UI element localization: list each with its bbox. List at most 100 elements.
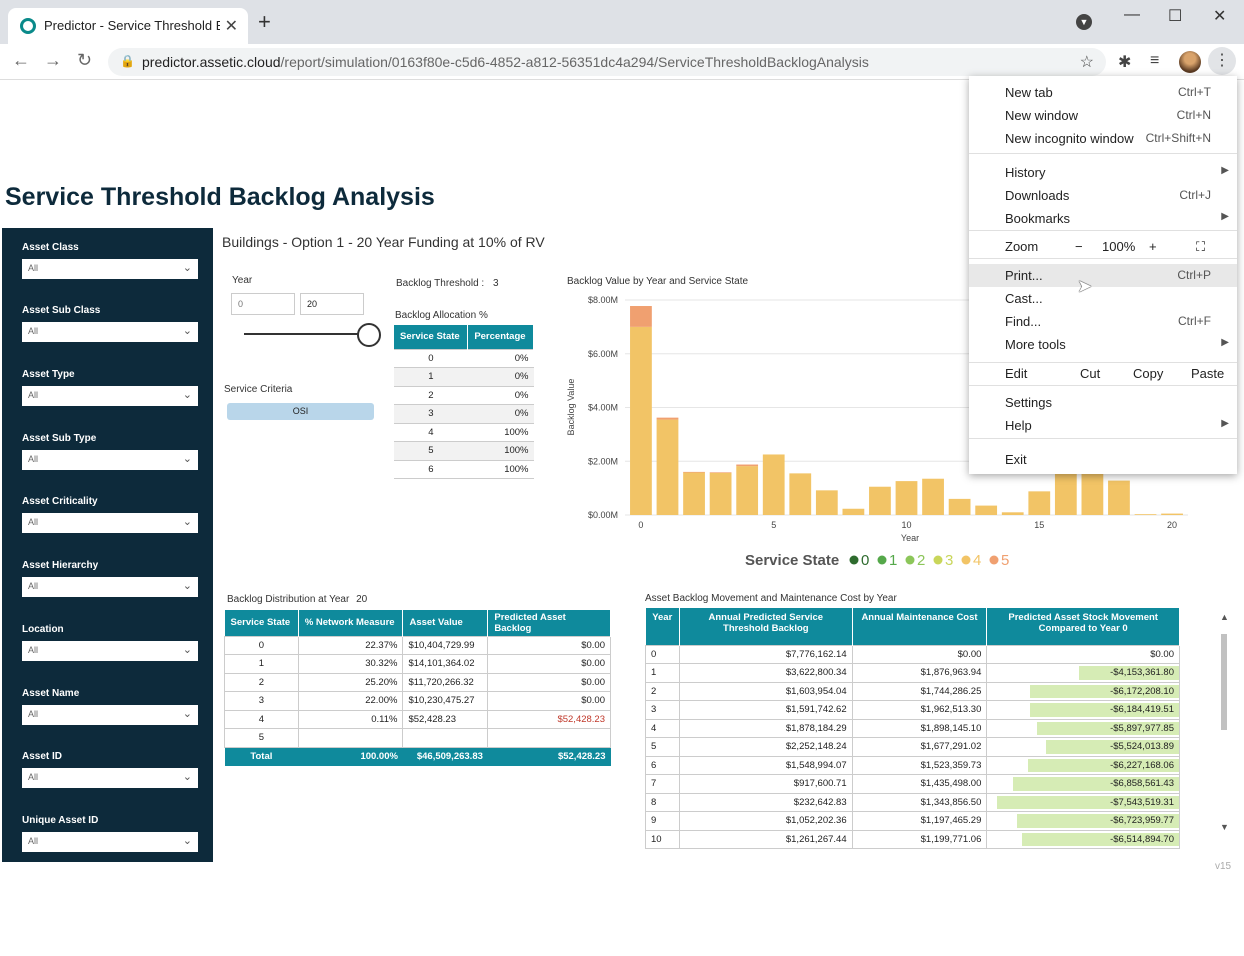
- year-to-input[interactable]: 20: [300, 293, 364, 315]
- osi-button[interactable]: OSI: [227, 403, 374, 420]
- col-header: % Network Measure: [298, 610, 404, 636]
- menu-item-label: Downloads: [1005, 188, 1070, 203]
- minimize-button[interactable]: —: [1124, 6, 1140, 23]
- table-cell: 4: [224, 709, 299, 729]
- menu-item-settings[interactable]: Settings: [969, 391, 1237, 414]
- movement-cell: $0.00: [986, 644, 1180, 664]
- bar-year-9-state-4: [869, 486, 891, 515]
- bookmark-star-icon[interactable]: ☆: [1079, 54, 1094, 71]
- movement-databar: [1078, 666, 1179, 680]
- filter-select[interactable]: All ⌄: [22, 259, 198, 279]
- service-state-cell: 6: [394, 459, 468, 479]
- percentage-cell: 0%: [467, 367, 534, 387]
- filter-select[interactable]: All ⌄: [22, 705, 198, 725]
- bar-year-0-state-5: [630, 306, 652, 327]
- address-bar[interactable]: 🔒 predictor.assetic.cloud/report/simulat…: [108, 48, 1106, 76]
- menu-item-history[interactable]: History ▶: [969, 161, 1237, 184]
- extensions-icon[interactable]: ✱: [1118, 54, 1132, 71]
- table-cell: $52,428.23: [487, 709, 611, 729]
- total-cell: 100.00%: [298, 747, 403, 766]
- backlog-threshold: Backlog Threshold : 3: [396, 278, 499, 289]
- scrollbar-thumb[interactable]: [1221, 634, 1227, 730]
- table-cell: 22.37%: [297, 635, 404, 655]
- filter-select[interactable]: All ⌄: [22, 513, 198, 533]
- maintenance-cell: $1,876,963.94: [851, 663, 988, 683]
- chart-legend: Service State 0 1 2 3 4 5: [745, 552, 1009, 569]
- table-cell: 25.20%: [297, 672, 404, 692]
- media-queue-icon[interactable]: ≡: [1150, 52, 1160, 69]
- x-tick-label: 0: [638, 520, 643, 530]
- filter-select[interactable]: All ⌄: [22, 450, 198, 470]
- menu-item-new-incognito-window[interactable]: New incognito window Ctrl+Shift+N: [969, 127, 1237, 150]
- col-header: Asset Value: [402, 610, 489, 636]
- y-tick-label: $8.00M: [588, 295, 618, 305]
- lock-icon: 🔒: [120, 54, 135, 68]
- table-row: 6 100%: [394, 459, 534, 479]
- menu-item-help[interactable]: Help ▶: [969, 414, 1237, 437]
- zoom-in-button[interactable]: +: [1149, 239, 1157, 254]
- bar-year-4-state-5: [736, 464, 759, 467]
- movement-value: -$6,184,419.51: [1110, 704, 1174, 716]
- filter-select[interactable]: All ⌄: [22, 768, 198, 788]
- distribution-year: 20: [356, 594, 368, 605]
- filter-label: Asset Type: [22, 369, 75, 380]
- movement-databar: [1046, 740, 1179, 754]
- filter-select[interactable]: All ⌄: [22, 832, 198, 852]
- zoom-out-button[interactable]: −: [1075, 239, 1083, 254]
- y-tick-label: $2.00M: [588, 456, 618, 466]
- scroll-up-icon[interactable]: ▲: [1220, 612, 1229, 622]
- menu-item-new-window[interactable]: New window Ctrl+N: [969, 104, 1237, 127]
- filter-select[interactable]: All ⌄: [22, 577, 198, 597]
- maximize-button[interactable]: ☐: [1168, 8, 1183, 25]
- menu-item-print[interactable]: Print... Ctrl+P: [969, 264, 1237, 287]
- menu-item-label: New window: [1005, 108, 1078, 123]
- profile-menu-icon[interactable]: ▼: [1076, 14, 1092, 30]
- submenu-arrow-icon: ▶: [1221, 165, 1229, 176]
- forward-arrow-icon[interactable]: →: [44, 50, 62, 70]
- scroll-down-icon[interactable]: ▼: [1220, 822, 1229, 832]
- legend-label: 1: [889, 552, 897, 569]
- table-row: 0 $7,776,162.14 $0.00 $0.00: [645, 644, 1180, 664]
- movement-databar: [1013, 777, 1179, 791]
- copy-button[interactable]: Copy: [1133, 366, 1164, 381]
- menu-separator: [969, 230, 1237, 231]
- browser-tab[interactable]: Predictor - Service Threshold Bac ✕: [8, 8, 248, 44]
- filter-select[interactable]: All ⌄: [22, 386, 198, 406]
- menu-item-cast[interactable]: Cast...: [969, 287, 1237, 310]
- mouse-cursor-icon: ➤: [1077, 276, 1093, 296]
- menu-item-downloads[interactable]: Downloads Ctrl+J: [969, 184, 1237, 207]
- window-close-button[interactable]: ✕: [1213, 8, 1227, 25]
- movement-cell: -$6,184,419.51: [986, 700, 1180, 720]
- year-from-input[interactable]: [231, 293, 295, 315]
- movement-scrollbar[interactable]: ▲ ▼: [1218, 612, 1230, 834]
- menu-item-more-tools[interactable]: More tools ▶: [969, 333, 1237, 356]
- filter-value: All: [28, 517, 39, 527]
- movement-cell: -$6,858,561.43: [986, 774, 1180, 794]
- cut-button[interactable]: Cut: [1080, 366, 1101, 381]
- menu-item-new-tab[interactable]: New tab Ctrl+T: [969, 81, 1237, 104]
- legend-label: 2: [917, 552, 925, 569]
- filter-select[interactable]: All ⌄: [22, 322, 198, 342]
- filter-asset-criticality: Asset Criticality All ⌄: [22, 496, 198, 533]
- menu-item-bookmarks[interactable]: Bookmarks ▶: [969, 207, 1237, 230]
- table-row: 4 $1,878,184.29 $1,898,145.10 -$5,897,977.8…: [645, 718, 1180, 738]
- paste-button[interactable]: Paste: [1191, 366, 1225, 381]
- year-cell: 1: [645, 663, 680, 683]
- new-tab-button[interactable]: +: [258, 9, 271, 34]
- menu-item-find[interactable]: Find... Ctrl+F: [969, 310, 1237, 333]
- table-cell: $52,428.23: [402, 709, 489, 729]
- edit-label: Edit: [1005, 366, 1028, 381]
- reload-icon[interactable]: ↻: [77, 50, 93, 70]
- year-slider-handle[interactable]: [357, 323, 381, 347]
- backlog-cell: $1,261,267.44: [678, 829, 853, 849]
- fullscreen-icon[interactable]: ⛶: [1196, 239, 1206, 254]
- tab-close-icon[interactable]: ✕: [224, 18, 238, 35]
- filter-select[interactable]: All ⌄: [22, 641, 198, 661]
- total-row: Total 100.00% $46,509,263.83 $52,428.23: [224, 747, 611, 766]
- menu-item-label: Find...: [1005, 314, 1042, 329]
- kebab-menu-icon[interactable]: ⋮: [1208, 47, 1236, 75]
- avatar[interactable]: [1179, 51, 1201, 73]
- back-arrow-icon[interactable]: ←: [12, 50, 30, 70]
- menu-item-exit[interactable]: Exit: [969, 448, 1237, 471]
- year-slider-track[interactable]: [244, 333, 366, 335]
